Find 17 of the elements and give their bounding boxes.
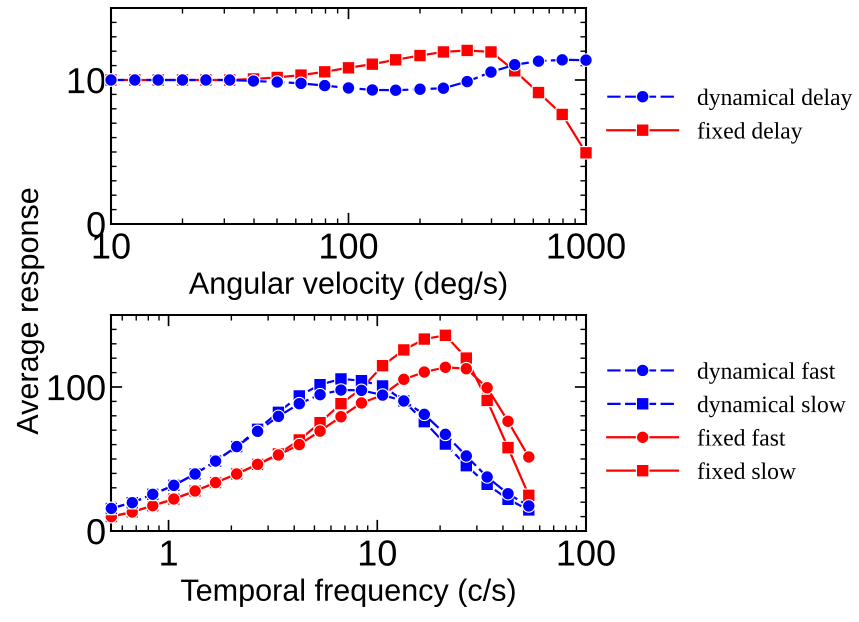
x-axis-title: Temporal frequency (c/s): [181, 578, 515, 608]
y-tick-label: 0: [87, 518, 105, 544]
legend-label: fixed delay: [698, 122, 802, 144]
x-tick-label: 10: [360, 540, 396, 566]
y-tick-label: 100: [48, 374, 105, 400]
x-tick-label: 100: [321, 233, 378, 259]
legend-label: fixed fast: [698, 428, 786, 446]
x-tick-label: 100: [558, 540, 615, 566]
y-tick-label: 10: [68, 68, 105, 94]
legend-label: dynamical fast: [698, 362, 836, 384]
legend-label: fixed slow: [698, 462, 796, 480]
x-tick-label: 1: [161, 540, 177, 566]
legend-label: dynamical delay: [698, 88, 852, 110]
legend-label: dynamical slow: [698, 396, 846, 418]
x-tick-label: 1000: [548, 233, 625, 259]
y-axis-title: Average response: [16, 188, 44, 435]
x-axis-title: Angular velocity (deg/s): [188, 272, 506, 300]
